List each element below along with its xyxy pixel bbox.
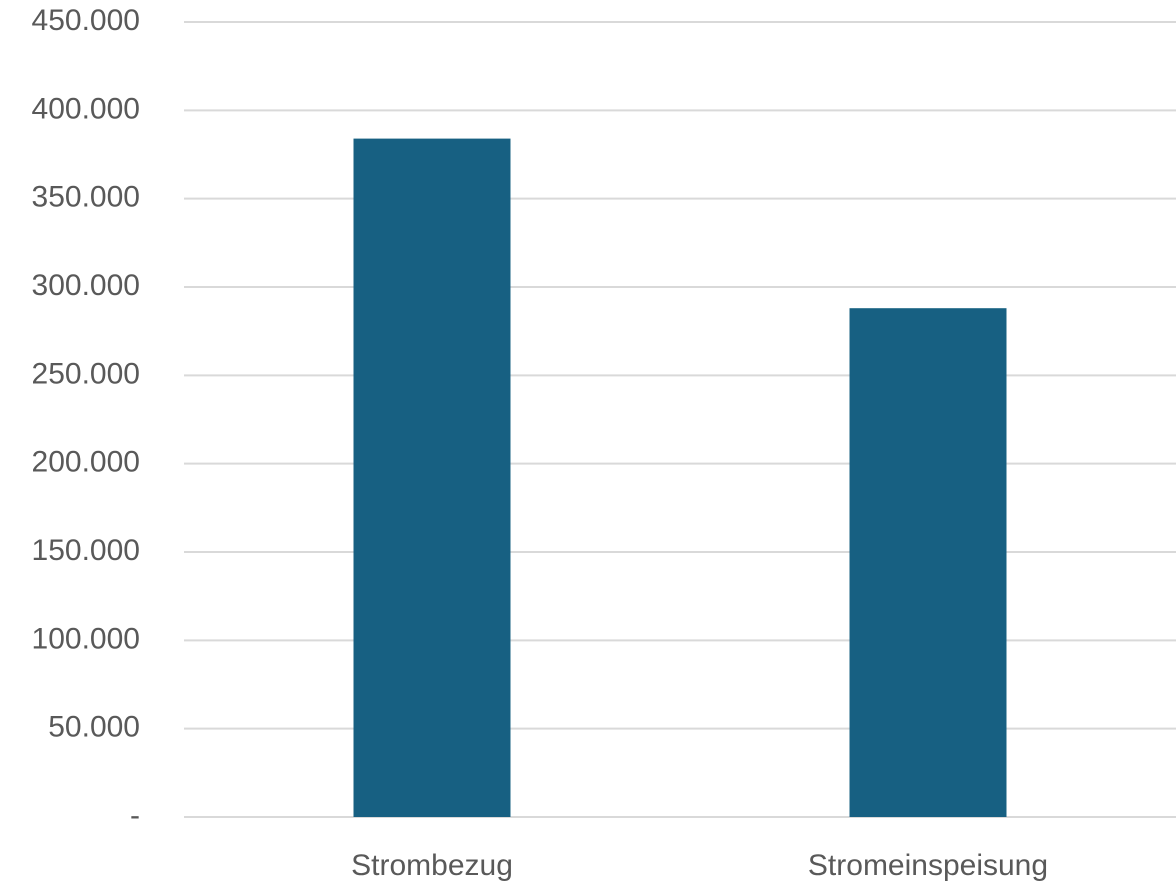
bars (353, 138, 1007, 818)
bar-strombezug (353, 138, 511, 818)
y-axis-ticks: - 50.000 100.000 150.000 200.000 250.000 300.0… (32, 4, 140, 832)
y-tick-label: 350.000 (32, 181, 140, 214)
y-tick-label: 450.000 (32, 4, 140, 37)
y-tick-label: - (130, 799, 140, 832)
y-tick-label: 300.000 (32, 269, 140, 302)
x-tick-label: Strombezug (351, 849, 513, 882)
y-tick-label: 250.000 (32, 357, 140, 390)
bar-stromeinspeisung (849, 308, 1007, 817)
x-tick-label: Stromeinspeisung (808, 849, 1048, 882)
x-axis-labels: Strombezug Stromeinspeisung (351, 849, 1048, 882)
gridlines (184, 21, 1176, 818)
y-tick-label: 50.000 (48, 711, 140, 744)
y-tick-label: 200.000 (32, 446, 140, 479)
y-tick-label: 400.000 (32, 92, 140, 125)
y-tick-label: 150.000 (32, 534, 140, 567)
y-tick-label: 100.000 (32, 622, 140, 655)
